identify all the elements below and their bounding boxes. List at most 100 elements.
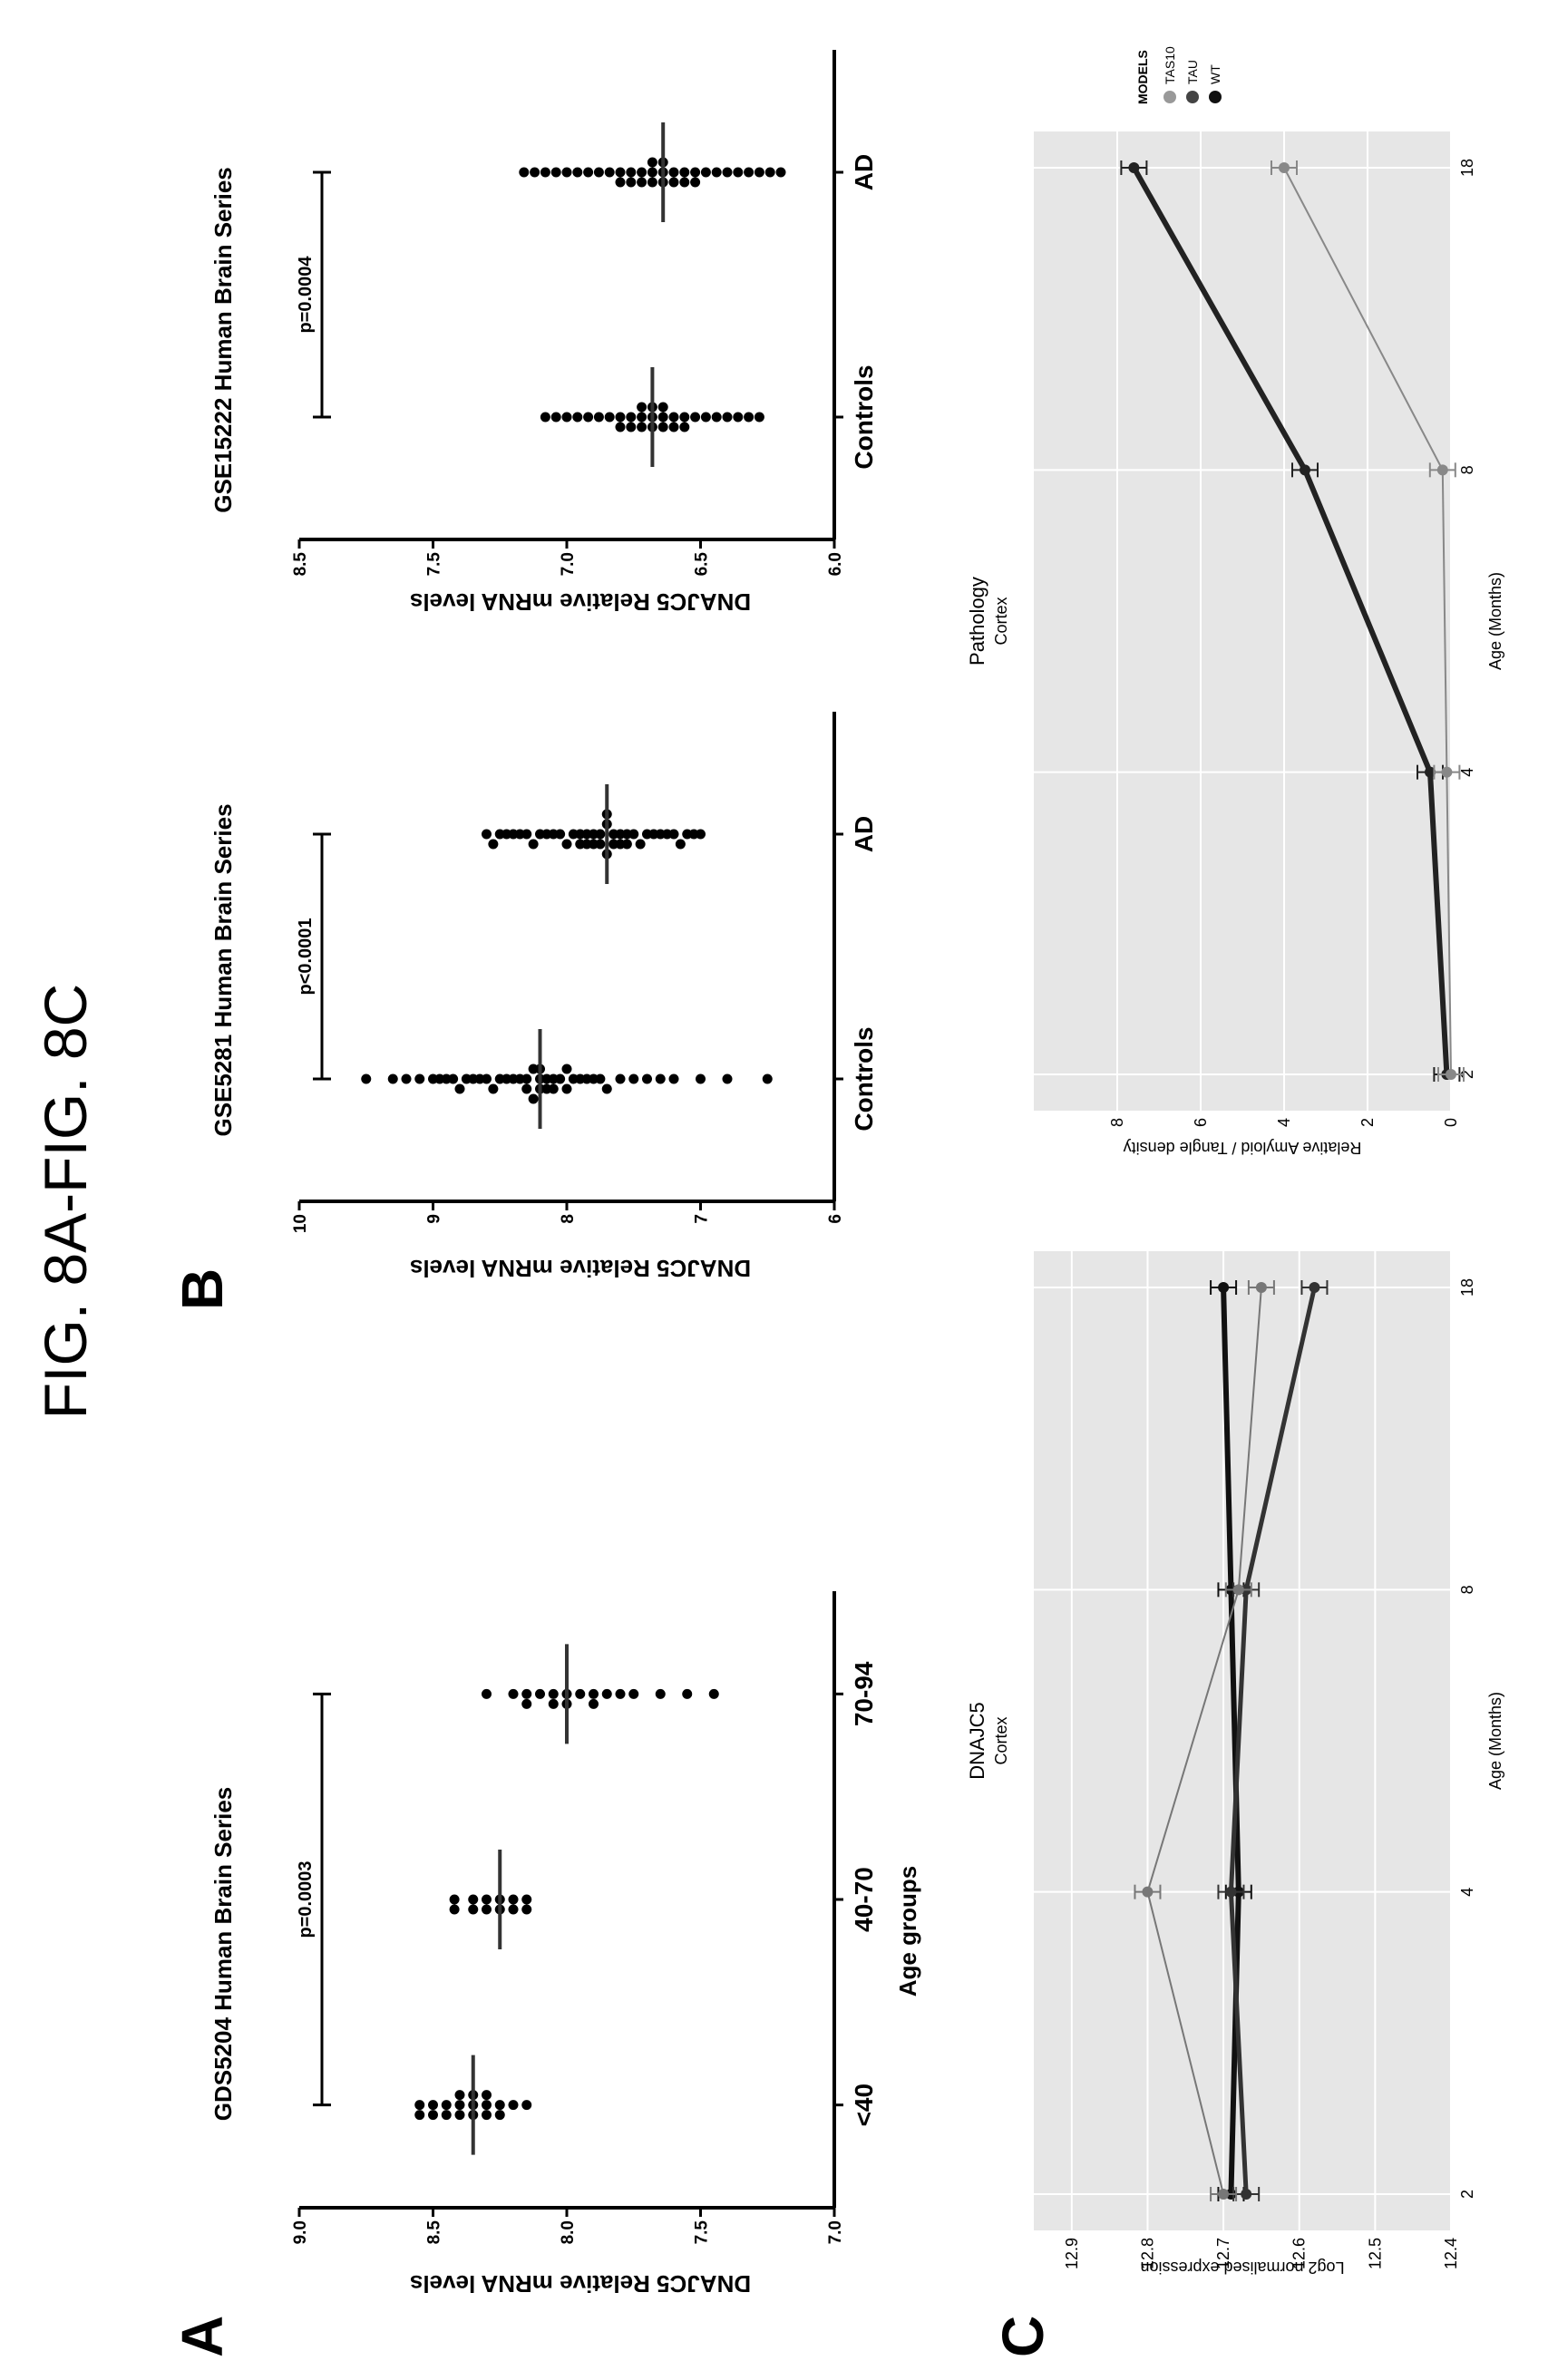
data-point — [482, 1688, 492, 1699]
data-point — [775, 167, 786, 178]
data-point — [1218, 1282, 1230, 1293]
data-point — [668, 412, 679, 423]
data-point — [508, 1894, 519, 1905]
data-point — [647, 177, 657, 188]
p-value-label: p<0.0001 — [296, 918, 316, 995]
data-point — [414, 2100, 425, 2111]
chart-c1-title: DNAJC5 — [966, 1702, 988, 1780]
y-tick-label: 12.6 — [1290, 2238, 1309, 2269]
data-point — [530, 167, 540, 178]
data-point — [482, 2100, 492, 2111]
x-tick-label: 2 — [1458, 1070, 1476, 1079]
legend-swatch-wt — [1209, 91, 1222, 103]
data-point — [555, 829, 566, 840]
data-point — [595, 1073, 606, 1084]
data-point — [657, 412, 668, 423]
data-point — [733, 412, 744, 423]
data-point — [637, 402, 647, 413]
legend-swatch-tau — [1186, 91, 1199, 103]
data-point — [675, 839, 686, 850]
data-point — [679, 167, 690, 178]
data-point — [1255, 1282, 1267, 1293]
y-tick-label: 6.0 — [826, 552, 845, 576]
data-point — [682, 1688, 693, 1699]
legend: MODELS TAS10 TAU WT — [1135, 46, 1222, 104]
data-point — [482, 1073, 492, 1084]
chart-b2-title: GSE15222 Human Brain Series — [209, 167, 237, 513]
y-tick-label: 12.7 — [1214, 2238, 1232, 2269]
chart-c1-plot-area — [1034, 1251, 1451, 2230]
data-point — [1441, 766, 1453, 778]
x-tick-label: AD — [850, 816, 878, 852]
data-point — [550, 412, 561, 423]
y-tick-label: 7.0 — [559, 552, 578, 576]
data-point — [754, 412, 764, 423]
data-point — [387, 1073, 398, 1084]
data-point — [1425, 766, 1436, 778]
y-tick-label: 10 — [291, 1214, 310, 1233]
y-tick-label: 2 — [1358, 1118, 1377, 1127]
data-point — [754, 167, 764, 178]
data-point — [700, 167, 711, 178]
data-point — [482, 1894, 492, 1905]
chart-c2-subtitle: Cortex — [992, 597, 1010, 645]
data-point — [637, 177, 647, 188]
data-point — [647, 167, 657, 178]
data-point — [482, 829, 492, 840]
y-tick-label: 12.4 — [1442, 2238, 1460, 2269]
data-point — [494, 2110, 505, 2121]
data-point — [561, 839, 572, 850]
data-point — [722, 1073, 733, 1084]
y-tick-label: 6.5 — [693, 552, 712, 577]
data-point — [454, 2110, 465, 2121]
data-point — [615, 167, 626, 178]
data-point — [668, 829, 679, 840]
data-point — [521, 1904, 532, 1915]
legend-swatch-tas10 — [1163, 91, 1176, 103]
data-point — [637, 167, 647, 178]
data-point — [561, 1064, 572, 1074]
x-tick-label: 70-94 — [850, 1661, 878, 1726]
data-point — [488, 1083, 499, 1094]
series-line — [1283, 167, 1452, 1075]
data-point — [615, 1688, 626, 1699]
data-point — [441, 2100, 452, 2111]
data-point — [679, 177, 690, 188]
data-point — [521, 1698, 532, 1709]
data-point — [744, 167, 755, 178]
chart-c2-title: Pathology — [966, 577, 988, 665]
x-tick-label: 18 — [1458, 159, 1476, 177]
data-point — [621, 839, 632, 850]
data-point — [593, 412, 604, 423]
series-line — [1221, 1287, 1241, 2195]
data-point — [561, 1083, 572, 1094]
data-point — [722, 412, 733, 423]
data-point — [733, 167, 744, 178]
chart-c1-subtitle: Cortex — [992, 1716, 1010, 1764]
data-point — [637, 422, 647, 432]
data-point — [508, 1688, 519, 1699]
data-point — [448, 1073, 459, 1084]
panel-b-left: GSE5281 Human Brain Series DNAJC5 Relati… — [209, 712, 878, 1282]
data-point — [764, 167, 775, 178]
legend-item-tau: TAU — [1185, 60, 1200, 84]
data-point — [540, 412, 550, 423]
data-point — [550, 167, 561, 178]
data-point — [657, 402, 668, 413]
figure-title: FIG. 8A-FIG. 8C — [32, 984, 99, 1419]
x-tick-label: 8 — [1458, 465, 1476, 474]
data-point — [414, 2110, 425, 2121]
panel-label-b: B — [170, 1268, 235, 1310]
data-point — [642, 1073, 652, 1084]
data-point — [615, 177, 626, 188]
data-point — [583, 412, 594, 423]
panel-c-left: DNAJC5 Cortex Log2 normalised expression… — [966, 1251, 1504, 2277]
data-point — [668, 1073, 679, 1084]
data-point — [521, 1688, 532, 1699]
data-point — [488, 839, 499, 850]
data-point — [1225, 1886, 1237, 1898]
data-point — [482, 2110, 492, 2121]
data-point — [647, 157, 657, 168]
data-point — [628, 829, 639, 840]
y-tick-label: 4 — [1275, 1118, 1293, 1127]
